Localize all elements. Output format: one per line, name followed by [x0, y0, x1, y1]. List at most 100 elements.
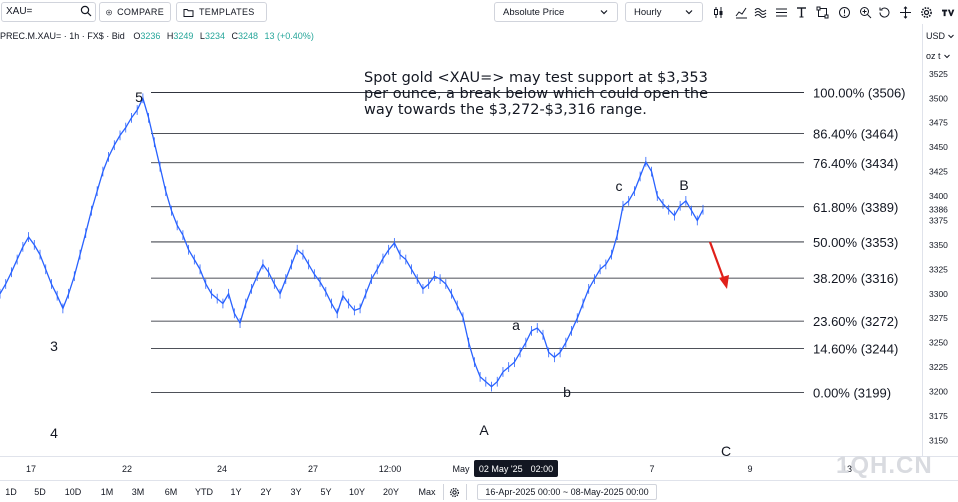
- unit-label: oz t: [926, 51, 941, 61]
- time-tick: 9: [747, 464, 752, 474]
- wave-label: A: [479, 422, 489, 438]
- high-key: H: [166, 31, 174, 41]
- close-value: 3248: [237, 31, 259, 41]
- price-line: [0, 96, 704, 388]
- range-settings-button[interactable]: [447, 484, 461, 500]
- wave-label: c: [616, 178, 623, 194]
- open-value: 3236: [140, 31, 161, 41]
- range-1m[interactable]: 1M: [100, 487, 114, 497]
- fib-label: 50.00% (3353): [813, 235, 898, 250]
- wave-label: a: [512, 317, 520, 333]
- fib-label: 23.60% (3272): [813, 314, 898, 329]
- currency-label: USD: [926, 31, 946, 41]
- pan-icon[interactable]: [897, 4, 913, 20]
- time-tick: 22: [122, 464, 132, 474]
- add-circle-icon: [106, 9, 112, 15]
- range-2y[interactable]: 2Y: [260, 487, 272, 497]
- annotation-text: Spot gold <XAU=> may test support at $3,…: [364, 70, 708, 118]
- shapes-icon[interactable]: [814, 4, 830, 20]
- folder-icon: [183, 8, 194, 17]
- indicators-icon[interactable]: [733, 4, 749, 20]
- fib-label: 61.80% (3389): [813, 200, 898, 215]
- templates-label: TEMPLATES: [199, 7, 255, 17]
- forecast-arrow: [708, 241, 726, 281]
- time-tick: 7: [649, 464, 654, 474]
- legend-symbol: PREC.M.XAU= · 1h · FX$ · Bid: [0, 31, 125, 41]
- time-tick: 24: [217, 464, 227, 474]
- horizontal-lines-icon[interactable]: [773, 4, 789, 20]
- reset-zoom-icon[interactable]: [876, 4, 892, 20]
- chevron-down-icon: [600, 10, 608, 15]
- range-3y[interactable]: 3Y: [290, 487, 302, 497]
- wave-label: C: [721, 443, 731, 456]
- price-tick: 3450: [929, 142, 948, 152]
- range-5y[interactable]: 5Y: [320, 487, 332, 497]
- fib-label: 86.40% (3464): [813, 126, 898, 141]
- price-tick: 3150: [929, 435, 948, 445]
- chevron-down-icon: [948, 34, 954, 39]
- fib-label: 76.40% (3434): [813, 156, 898, 171]
- range-max[interactable]: Max: [418, 487, 436, 497]
- gear-icon[interactable]: [918, 4, 934, 20]
- low-key: L: [199, 31, 205, 41]
- price-tick: 3225: [929, 362, 948, 372]
- price-axis[interactable]: [922, 24, 958, 456]
- chevron-down-icon: [943, 54, 950, 59]
- price-tick: 3200: [929, 386, 948, 396]
- range-20y[interactable]: 20Y: [382, 487, 399, 497]
- price-tick: 3350: [929, 240, 948, 250]
- symbol-input[interactable]: XAU=: [1, 2, 96, 22]
- templates-button[interactable]: TEMPLATES: [176, 2, 267, 22]
- wave-label: 5: [135, 89, 143, 105]
- wave-label: 4: [50, 425, 58, 441]
- price-tick: 3275: [929, 313, 948, 323]
- unit-selector[interactable]: oz t: [926, 51, 951, 61]
- search-icon[interactable]: [80, 5, 92, 17]
- compare-label: COMPARE: [117, 7, 164, 17]
- interval-value: Hourly: [634, 6, 662, 18]
- wave-label: 3: [50, 338, 58, 354]
- price-tick: 3500: [929, 93, 948, 103]
- range-10y[interactable]: 10Y: [348, 487, 365, 497]
- time-axis[interactable]: [0, 456, 958, 480]
- price-chart[interactable]: 100.00% (3506) 86.40% (3464) 76.40% (3434)…: [0, 24, 922, 456]
- watermark: 1QH.CN: [836, 452, 933, 479]
- alert-icon[interactable]: [836, 4, 852, 20]
- price-tick: 3175: [929, 411, 948, 421]
- tradingview-logo-icon: [938, 4, 958, 20]
- range-1y[interactable]: 1Y: [230, 487, 242, 497]
- range-3m[interactable]: 3M: [131, 487, 145, 497]
- low-value: 3234: [204, 31, 225, 41]
- price-tick: 3250: [929, 338, 948, 348]
- price-type-dropdown[interactable]: Absolute Price: [494, 2, 618, 22]
- compare-button[interactable]: COMPARE: [99, 2, 171, 22]
- range-6m[interactable]: 6M: [164, 487, 178, 497]
- fib-label: 0.00% (3199): [813, 385, 891, 400]
- price-type-value: Absolute Price: [503, 6, 565, 18]
- currency-selector[interactable]: USD: [926, 31, 955, 41]
- time-tick: 12:00: [379, 464, 402, 474]
- last-price-tick: 3386: [929, 205, 948, 215]
- price-tick: 3375: [929, 215, 948, 225]
- price-tick: 3300: [929, 289, 948, 299]
- range-5d[interactable]: 5D: [34, 487, 46, 497]
- zoom-icon[interactable]: [857, 4, 873, 20]
- date-range-field[interactable]: 16-Apr-2025 00:00 ~ 08-May-2025 00:00: [477, 484, 657, 500]
- text-tool-icon[interactable]: [793, 4, 809, 20]
- range-ytd[interactable]: YTD: [195, 487, 213, 497]
- fib-label: 100.00% (3506): [813, 85, 906, 100]
- ohlc-legend: PREC.M.XAU= · 1h · FX$ · Bid O3236 H3249…: [0, 31, 318, 41]
- range-1d[interactable]: 1D: [5, 487, 17, 497]
- fib-label: 14.60% (3244): [813, 341, 898, 356]
- interval-dropdown[interactable]: Hourly: [625, 2, 703, 22]
- time-tick: 17: [26, 464, 36, 474]
- candles-icon[interactable]: [710, 4, 726, 20]
- range-10d[interactable]: 10D: [64, 487, 82, 497]
- divider: [443, 484, 444, 500]
- time-tick: 13: [842, 464, 852, 474]
- time-tick: 27: [308, 464, 318, 474]
- forecast-arrow-head: [719, 275, 729, 289]
- change-value: 13 (+0.40%): [264, 31, 314, 41]
- wave-lines-icon[interactable]: [752, 4, 768, 20]
- annotation-line: Spot gold <XAU=> may test support at $3,…: [364, 70, 708, 86]
